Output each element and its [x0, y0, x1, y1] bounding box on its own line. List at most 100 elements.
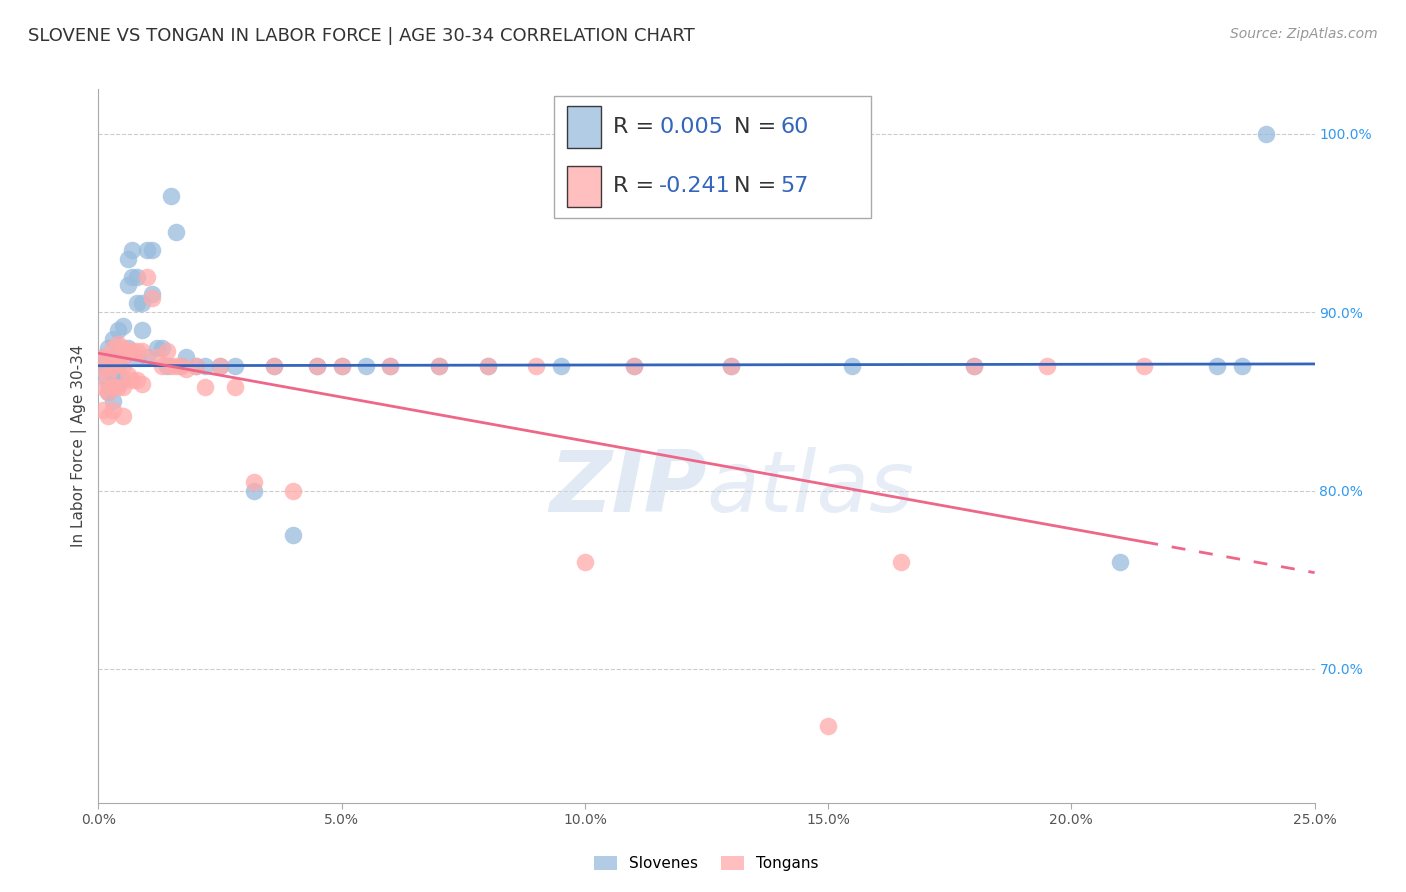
Point [330, 359, 353, 373]
Point [281, 528, 304, 542]
Text: ZIP: ZIP [548, 447, 707, 531]
Point [209, 359, 232, 373]
Point [263, 359, 285, 373]
Point [111, 319, 134, 334]
Point [111, 380, 134, 394]
Point [101, 368, 124, 382]
Point [1109, 555, 1132, 569]
Point [170, 359, 193, 373]
Point [107, 355, 129, 369]
Point [91, 350, 114, 364]
Point [574, 555, 596, 569]
Point [141, 243, 163, 257]
Point [91, 380, 114, 394]
Point [354, 359, 377, 373]
Point [97, 368, 120, 382]
Point [117, 341, 139, 355]
Text: N =: N = [734, 176, 785, 195]
Point [963, 359, 986, 373]
Point [1036, 359, 1059, 373]
Point [174, 350, 197, 364]
Text: -0.241: -0.241 [659, 176, 731, 195]
FancyBboxPatch shape [567, 166, 600, 207]
Point [131, 376, 153, 391]
Text: Source: ZipAtlas.com: Source: ZipAtlas.com [1230, 27, 1378, 41]
Text: 57: 57 [780, 176, 808, 195]
Point [146, 350, 169, 364]
Point [121, 373, 143, 387]
Point [117, 368, 139, 382]
Point [550, 359, 572, 373]
Point [117, 252, 139, 266]
Point [165, 225, 187, 239]
Point [91, 368, 114, 382]
Point [127, 373, 149, 387]
Point [841, 359, 863, 373]
Point [720, 359, 742, 373]
Point [101, 403, 124, 417]
Point [107, 337, 129, 351]
FancyBboxPatch shape [554, 96, 870, 218]
Point [209, 359, 232, 373]
Point [131, 344, 153, 359]
Point [127, 350, 149, 364]
Point [477, 359, 499, 373]
Point [243, 483, 266, 498]
Point [101, 341, 124, 355]
Text: 60: 60 [780, 117, 808, 137]
Point [524, 359, 547, 373]
Point [174, 362, 197, 376]
Point [146, 341, 169, 355]
Point [224, 380, 246, 394]
Point [263, 359, 285, 373]
Point [194, 359, 217, 373]
Point [281, 483, 304, 498]
FancyBboxPatch shape [567, 106, 600, 148]
Point [101, 350, 124, 364]
Point [307, 359, 329, 373]
Point [97, 341, 120, 355]
Point [111, 373, 134, 387]
Point [97, 385, 120, 400]
Point [623, 359, 645, 373]
Point [97, 409, 120, 423]
Text: atlas: atlas [707, 447, 914, 531]
Point [890, 555, 912, 569]
Point [194, 380, 217, 394]
Point [107, 359, 129, 373]
Point [224, 359, 246, 373]
Point [165, 359, 187, 373]
Point [427, 359, 450, 373]
Point [427, 359, 450, 373]
Point [127, 296, 149, 310]
Point [1254, 127, 1277, 141]
Point [111, 409, 134, 423]
Text: R =: R = [613, 117, 661, 137]
Point [101, 359, 124, 373]
Point [1230, 359, 1253, 373]
Point [111, 341, 134, 355]
Point [131, 296, 153, 310]
Point [91, 350, 114, 364]
Point [623, 359, 645, 373]
Point [107, 376, 129, 391]
Point [91, 362, 114, 376]
Point [963, 359, 986, 373]
Point [136, 350, 159, 364]
Point [121, 344, 143, 359]
Point [184, 359, 207, 373]
Point [477, 359, 499, 373]
Text: 0.005: 0.005 [659, 117, 723, 137]
Point [97, 385, 120, 400]
Point [107, 323, 129, 337]
Legend: Slovenes, Tongans: Slovenes, Tongans [588, 850, 825, 877]
Point [817, 719, 839, 733]
Point [111, 350, 134, 364]
Point [155, 359, 177, 373]
Point [1206, 359, 1229, 373]
Point [184, 359, 207, 373]
Point [121, 269, 143, 284]
Point [117, 278, 139, 293]
Point [141, 291, 163, 305]
Point [111, 359, 134, 373]
